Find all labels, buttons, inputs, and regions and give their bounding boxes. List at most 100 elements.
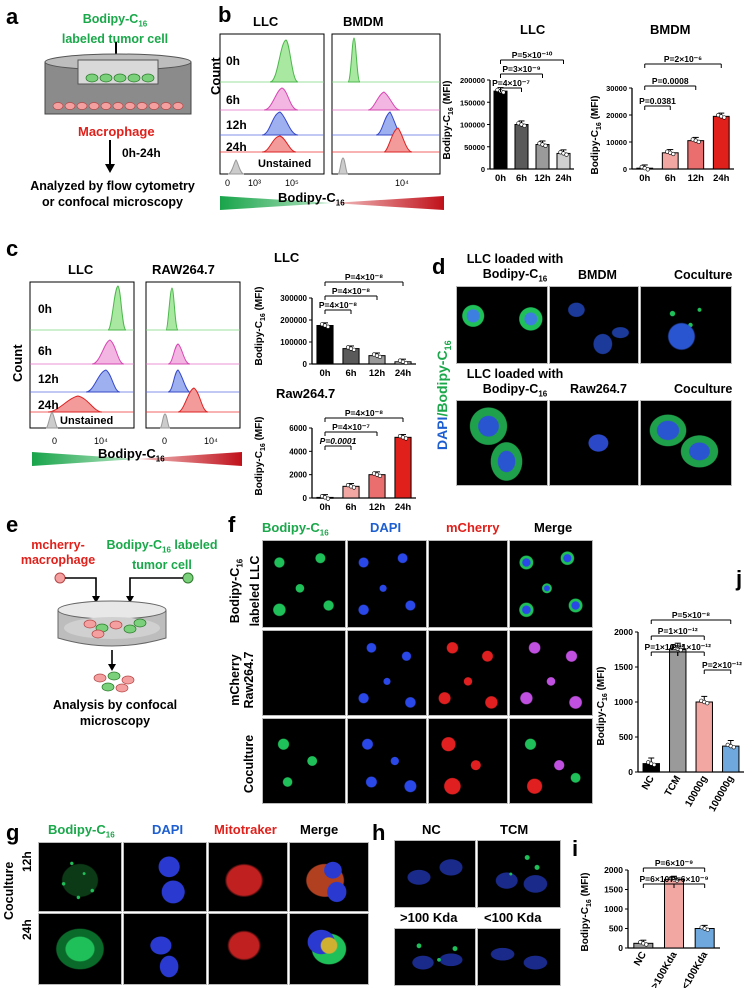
y-tick-label: 300000 bbox=[280, 294, 307, 303]
f-img-r2c2 bbox=[347, 630, 427, 716]
y-axis-label-sub: 16 bbox=[260, 313, 267, 321]
chart-c-llc: Bodipy-C16 (MFI) 0 100000 200000 300000 0h 6h 1… bbox=[254, 272, 416, 378]
f-row2-label: mCherry Raw264.7 bbox=[228, 651, 256, 709]
x-tick-label: 0h bbox=[319, 368, 330, 378]
y-tick-label: 0 bbox=[628, 767, 633, 777]
y-tick-label: 1000 bbox=[604, 904, 623, 914]
x-tick-label: NC bbox=[640, 774, 657, 792]
g-img-r1c4 bbox=[289, 842, 369, 912]
p-value-label: P=6×10⁻⁹ bbox=[640, 874, 678, 884]
p-value-label: P=4×10⁻⁸ bbox=[319, 300, 357, 310]
f-col-h2: DAPI bbox=[370, 520, 402, 535]
g-img-r2c4 bbox=[289, 913, 369, 985]
dot bbox=[645, 167, 650, 172]
b-tick-2: 10⁵ bbox=[285, 178, 299, 188]
y-tick-label: 200000 bbox=[460, 76, 485, 85]
y-axis-label-tail: (MFI) bbox=[596, 667, 607, 694]
f-img-r3c2 bbox=[347, 718, 427, 804]
g-img-r2c1 bbox=[38, 913, 122, 985]
b-tick-3: 10⁴ bbox=[395, 178, 409, 188]
f-row3-label: Coculture bbox=[242, 734, 256, 794]
dot bbox=[674, 878, 680, 883]
y-axis-label-main: Bodipy-C bbox=[596, 701, 607, 745]
g-col-h4: Merge bbox=[300, 822, 339, 837]
g-img-r1c1 bbox=[38, 842, 122, 912]
bar-2 bbox=[368, 474, 386, 499]
y-tick-label: 1000 bbox=[614, 697, 633, 707]
panel-label-f: f bbox=[228, 512, 236, 537]
x-tick-label: 24h bbox=[395, 368, 412, 378]
y-tick-label: 30000 bbox=[606, 84, 627, 93]
panel-b-histo-title-llc: LLC bbox=[253, 14, 279, 29]
bar-1 bbox=[661, 152, 679, 170]
c-row-6h: 6h bbox=[38, 344, 53, 358]
f-img-r1c3 bbox=[428, 540, 508, 628]
p-value-label: P=4×10⁻⁷ bbox=[492, 78, 530, 88]
dot bbox=[652, 762, 657, 767]
chart-i: Bodipy-C16 (MFI) 0 500 1000 1500 2000 NC >100Kd… bbox=[580, 858, 720, 988]
y-axis-label-tail: (MFI) bbox=[442, 81, 453, 108]
panel-label-g: g bbox=[6, 820, 20, 845]
d-img-r1c3 bbox=[640, 286, 732, 364]
chart-b-llc: Bodipy-C16 (MFI) 0 50000 100000 150000 200000… bbox=[442, 50, 574, 184]
bar-1 bbox=[342, 348, 360, 365]
bar-3 bbox=[394, 436, 412, 499]
c-row-24h: 24h bbox=[38, 398, 59, 412]
c-count-label: Count bbox=[10, 344, 25, 382]
bar-0 bbox=[316, 325, 334, 365]
p-value-label: P=1×10⁻¹² bbox=[645, 642, 685, 652]
p-value-label: P=4×10⁻⁸ bbox=[332, 286, 370, 296]
x-tick-label: 6h bbox=[345, 502, 356, 513]
b-row-unstained: Unstained bbox=[258, 158, 312, 170]
dot bbox=[501, 90, 506, 95]
b-row-12h: 12h bbox=[226, 118, 247, 132]
dot bbox=[731, 745, 736, 750]
x-tick-label: 6h bbox=[345, 368, 356, 378]
bar-2 bbox=[694, 928, 715, 949]
h-header-nc: NC bbox=[422, 822, 441, 837]
x-tick-label: 0h bbox=[319, 502, 330, 513]
g-col-h3: Mitotraker bbox=[214, 822, 277, 837]
e-analysis-label: Analysis by confocal microscopy bbox=[52, 698, 178, 728]
d-row2-h3: Coculture bbox=[674, 382, 733, 396]
d-side-label: DAPI/Bodipy-C16 bbox=[434, 340, 453, 450]
p-value-label: P=1×10⁻¹² bbox=[658, 626, 698, 636]
y-axis-label: Bodipy-C16 (MFI) bbox=[590, 96, 603, 175]
y-tick-label: 1500 bbox=[614, 662, 633, 672]
dot bbox=[403, 360, 409, 366]
f-img-r3c3 bbox=[428, 718, 508, 804]
macrophage-label: Macrophage bbox=[78, 124, 155, 139]
y-tick-label: 2000 bbox=[604, 865, 623, 875]
b-tick-1: 10³ bbox=[248, 178, 262, 188]
d-row2-h2: Raw264.7 bbox=[570, 382, 627, 396]
dot bbox=[403, 436, 409, 441]
panel-label-h: h bbox=[372, 820, 386, 845]
b-gradient-wedges bbox=[220, 196, 444, 210]
x-tick-label: >100Kda bbox=[649, 950, 679, 988]
p-value-label: P=6×10⁻⁹ bbox=[655, 858, 693, 868]
bar-1 bbox=[514, 124, 529, 170]
c-xaxis: Bodipy-C16 bbox=[98, 446, 165, 464]
bar-2 bbox=[687, 140, 705, 170]
y-axis-label-sub: 16 bbox=[602, 693, 609, 701]
b-row-24h: 24h bbox=[226, 140, 247, 154]
panel-label-b: b bbox=[218, 2, 232, 27]
y-axis-label: Bodipy-C16 (MFI) bbox=[596, 667, 609, 746]
y-axis-label-main: Bodipy-C bbox=[254, 321, 265, 365]
g-img-r2c2 bbox=[123, 913, 207, 985]
g-row-12h: 12h bbox=[20, 851, 34, 872]
bar-1 bbox=[669, 648, 687, 773]
g-side-label: Coculture bbox=[2, 861, 16, 920]
y-tick-label: 4000 bbox=[289, 447, 307, 456]
x-tick-group: NC bbox=[632, 950, 649, 968]
b-bar-title-bmdm: BMDM bbox=[650, 22, 691, 37]
x-tick-group: 100000g bbox=[707, 774, 736, 814]
g-row-24h: 24h bbox=[20, 919, 34, 940]
x-tick-group: <100Kda bbox=[680, 950, 710, 988]
p-value-label: P=4×10⁻⁷ bbox=[332, 422, 370, 432]
chart-c-raw: Bodipy-C16 (MFI) 0 2000 4000 6000 0h 6h 12h 24h P… bbox=[254, 408, 416, 513]
bar-0 bbox=[493, 90, 508, 170]
d-row1-h3: Coculture bbox=[674, 268, 733, 282]
b-row-0h: 0h bbox=[226, 54, 241, 68]
